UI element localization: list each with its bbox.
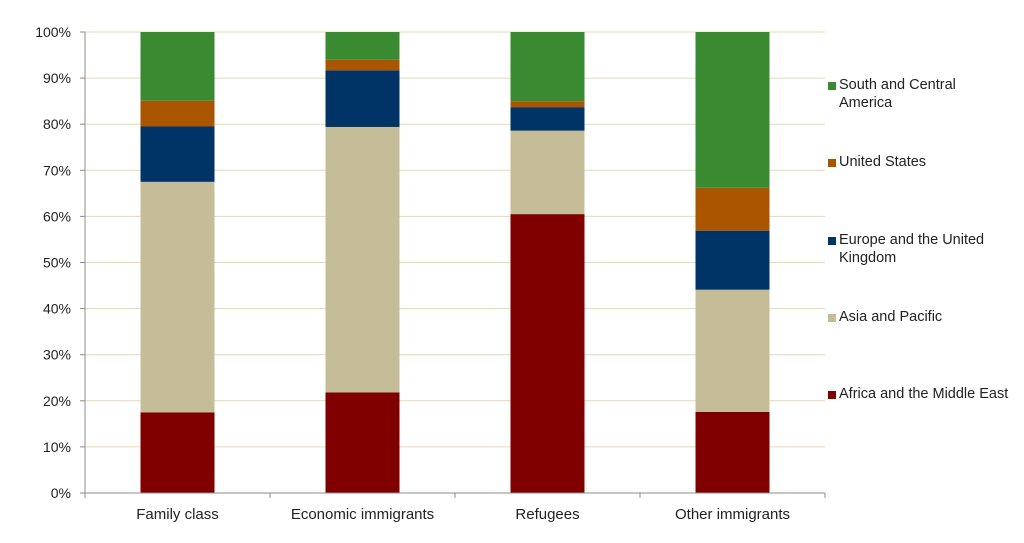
bar-segment [325,59,400,71]
bar-segment [140,126,215,182]
y-tick-label: 100% [35,24,71,40]
y-tick-label: 70% [43,162,71,178]
bar-segment [510,107,585,131]
legend-label: Asia and Pacific [839,309,943,325]
bar-segment [140,100,215,127]
legend-label: South and Central America [839,77,956,111]
legend-label: Africa and the Middle East [839,386,1009,402]
legend-item-asia-pacific: Asia and Pacific [828,308,1009,326]
legend: South and Central America United States … [828,60,1024,460]
y-tick-label: 30% [43,347,71,363]
bar-segment [140,412,215,493]
legend-item-united-states: United States [828,153,1009,171]
bar-segment [510,32,585,102]
bar-segment [325,32,400,60]
y-tick-label: 20% [43,393,71,409]
legend-label: United States [839,154,927,170]
x-axis-category-labels: Family class Economic immigrants Refugees O… [136,506,790,523]
legend-swatch [828,314,836,322]
bar-segment [325,392,400,493]
y-tick-label: 0% [51,485,71,501]
y-tick-label: 60% [43,208,71,224]
legend-swatch [828,159,836,167]
legend-swatch [828,82,836,90]
bar-segment [695,32,770,188]
y-axis-tick-labels: 0% 10% 20% 30% 40% 50% 60% 70% 80% 90% 100% [35,24,71,501]
x-category-label: Family class [136,506,219,523]
bars [140,32,770,493]
bar-segment [695,230,770,290]
bar-segment [510,214,585,493]
bar-segment [325,126,400,393]
bar-segment [695,187,770,231]
x-category-label: Other immigrants [675,506,790,523]
bar-segment [510,130,585,215]
bar-segment [695,289,770,412]
y-tick-label: 90% [43,70,71,86]
axes [80,31,826,498]
bar-segment [510,101,585,108]
legend-item-africa-middle-east: Africa and the Middle East [828,385,1009,403]
bar-segment [140,181,215,413]
y-tick-label: 50% [43,255,71,271]
legend-item-europe-uk: Europe and the United Kingdom [828,231,1009,267]
legend-item-south-central-america: South and Central America [828,76,1009,112]
bar-segment [325,70,400,127]
y-tick-label: 10% [43,439,71,455]
y-tick-label: 80% [43,116,71,132]
bar-segment [695,411,770,493]
legend-swatch [828,391,836,399]
legend-swatch [828,237,836,245]
bar-segment [140,32,215,101]
x-category-label: Economic immigrants [291,506,434,523]
x-category-label: Refugees [515,506,579,523]
y-tick-label: 40% [43,301,71,317]
legend-label: Europe and the United Kingdom [839,232,985,266]
